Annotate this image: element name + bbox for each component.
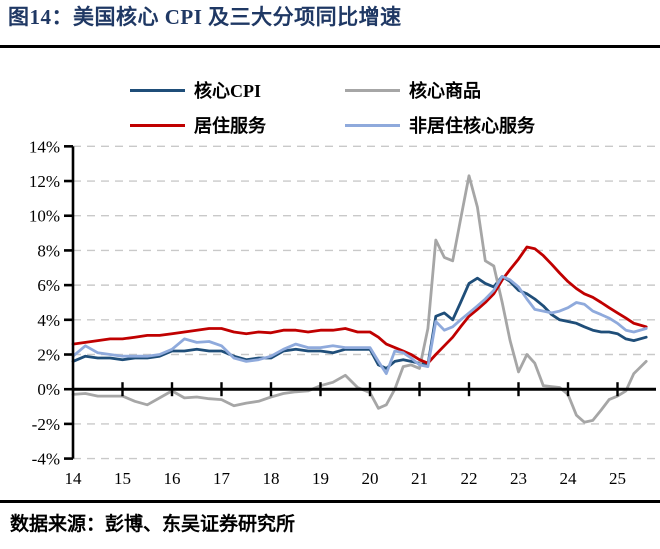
series-line-0	[71, 274, 648, 370]
y-tick-label: 4%	[37, 311, 60, 330]
x-tick-label: 16	[164, 469, 181, 488]
x-tick-label: 15	[114, 469, 131, 488]
y-tick-label: 6%	[37, 276, 60, 295]
x-tick-label: 22	[461, 469, 478, 488]
legend-label-core-goods: 核心商品	[409, 81, 481, 101]
x-tick-label: 14	[65, 469, 83, 488]
x-tick-label: 25	[609, 469, 626, 488]
x-tick-label: 18	[263, 469, 280, 488]
y-tick-label: 2%	[37, 346, 60, 365]
legend-line-core-goods	[345, 88, 400, 92]
data-source: 数据来源：彭博、东吴证券研究所	[10, 514, 296, 535]
legend-label-core-cpi: 核心CPI	[194, 81, 261, 101]
y-tick-label: 10%	[29, 207, 60, 226]
series-line-2	[71, 245, 648, 365]
x-tick-label: 17	[213, 469, 231, 488]
legend-item-non-housing-core-services: 非居住核心服务	[345, 114, 535, 136]
y-tick-label: 12%	[29, 172, 60, 191]
legend-label-non-housing-core-services: 非居住核心服务	[409, 116, 535, 136]
x-tick-label: 20	[362, 469, 379, 488]
series-line-3	[71, 274, 648, 376]
x-tick-label: 24	[560, 469, 578, 488]
series-line-1	[71, 174, 648, 424]
y-tick-label: 8%	[37, 241, 60, 260]
y-tick-label: 14%	[29, 137, 60, 156]
legend-line-non-housing-core-services	[345, 123, 400, 127]
legend-line-housing-services	[130, 123, 185, 127]
footer-divider	[0, 500, 660, 503]
x-tick-label: 19	[312, 469, 329, 488]
figure-title: 图14：美国核心 CPI 及三大分项同比增速	[8, 5, 402, 29]
legend-line-core-cpi	[130, 88, 185, 92]
legend-item-core-cpi: 核心CPI	[130, 79, 261, 101]
y-tick-label: -4%	[32, 450, 60, 469]
y-tick-label: 0%	[37, 380, 60, 399]
x-tick-label: 23	[510, 469, 527, 488]
y-tick-label: -2%	[32, 415, 60, 434]
legend-label-housing-services: 居住服务	[194, 116, 266, 136]
title-divider	[0, 45, 660, 48]
legend-item-core-goods: 核心商品	[345, 79, 481, 101]
x-tick-label: 21	[411, 469, 428, 488]
legend-item-housing-services: 居住服务	[130, 114, 266, 136]
